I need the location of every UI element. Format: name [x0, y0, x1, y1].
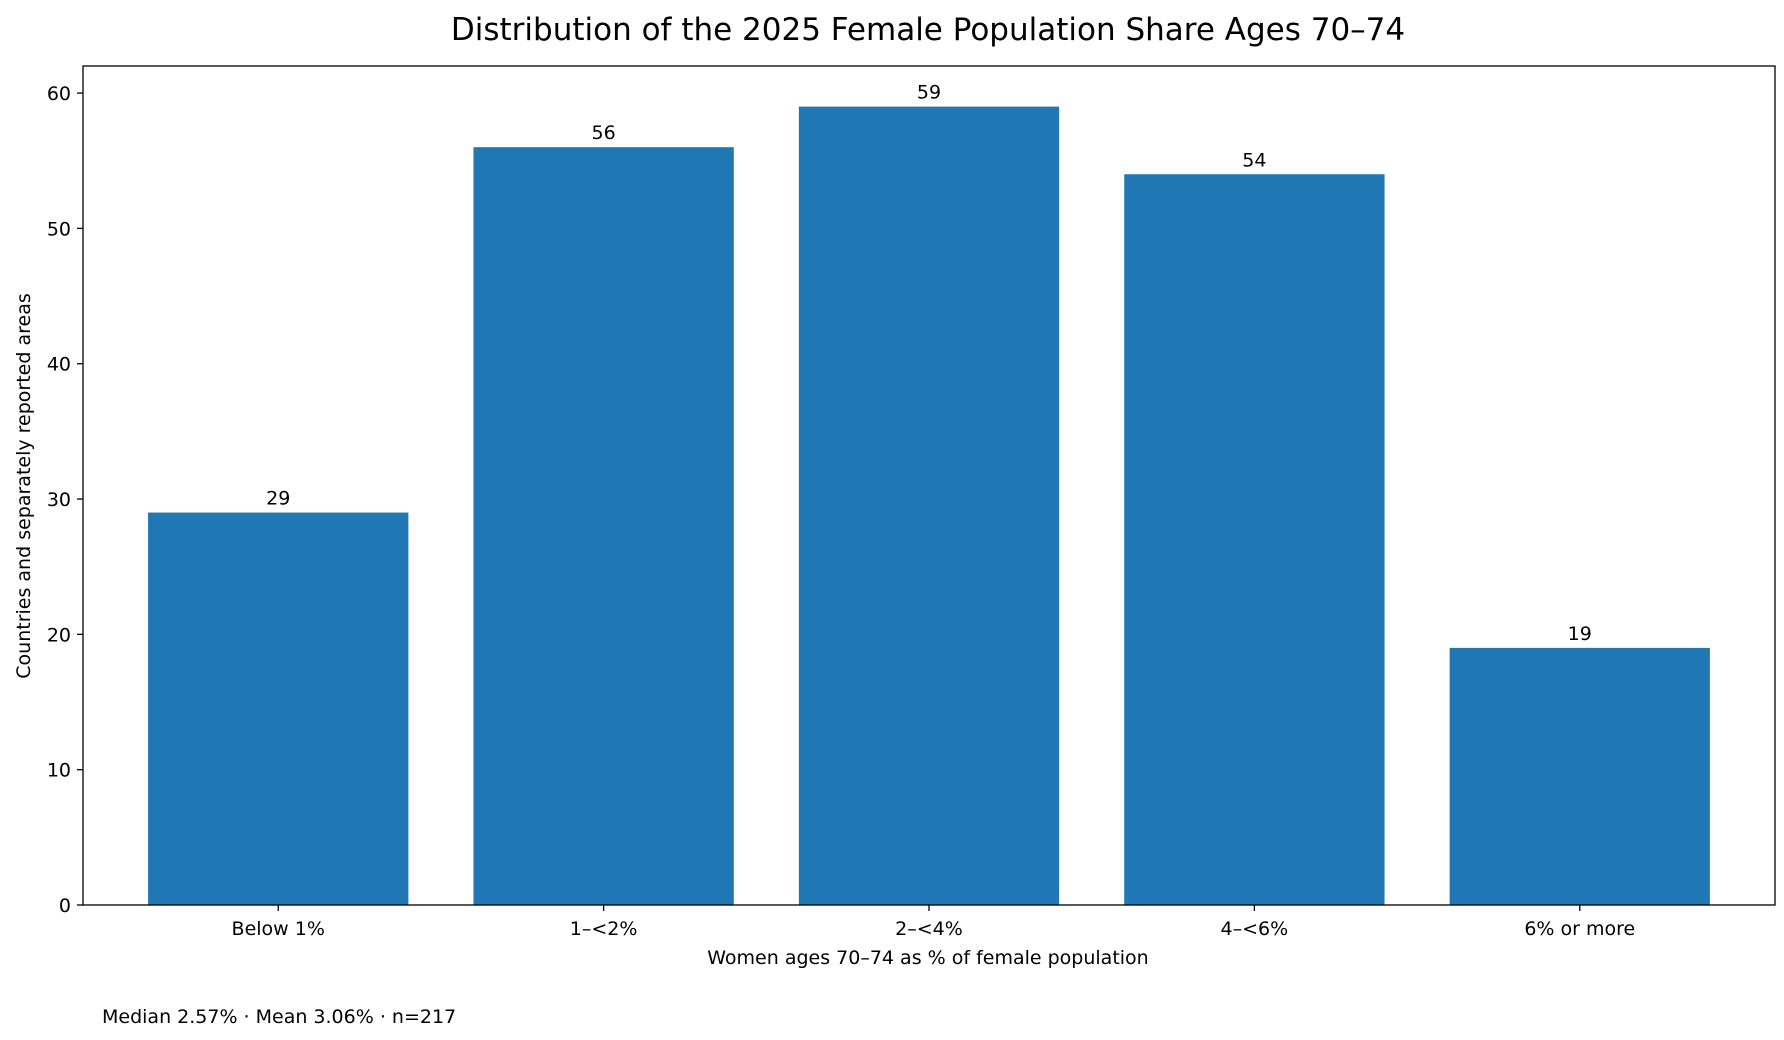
x-tick-label-3: 4–<6%	[1221, 918, 1289, 940]
data-labels-group: 29 56 59 54 19	[266, 82, 1592, 645]
y-tick-label-6: 60	[47, 83, 71, 105]
bar-3	[1124, 174, 1385, 906]
bar-value-label-0: 29	[266, 488, 290, 510]
x-tick-label-1: 1–<2%	[570, 918, 638, 940]
y-axis-label: Countries and separately reported areas	[13, 293, 35, 678]
x-axis-ticks: Below 1% 1–<2% 2–<4% 4–<6% 6% or more	[232, 905, 1635, 940]
x-tick-label-0: Below 1%	[232, 918, 325, 940]
bar-4	[1449, 647, 1710, 905]
y-tick-label-4: 40	[47, 354, 71, 376]
x-tick-label-2: 2–<4%	[895, 918, 963, 940]
x-axis-label: Women ages 70–74 as % of female populati…	[707, 947, 1148, 969]
summary-annotation: Median 2.57% · Mean 3.06% · n=217	[102, 1006, 456, 1028]
bar-1	[473, 147, 734, 905]
bar-2	[798, 106, 1060, 905]
y-tick-label-0: 0	[59, 895, 71, 917]
bar-value-label-3: 54	[1242, 149, 1266, 171]
chart-title: Distribution of the 2025 Female Populati…	[451, 12, 1405, 48]
bar-value-label-2: 59	[917, 82, 941, 104]
y-tick-label-5: 50	[47, 218, 71, 240]
y-tick-label-3: 30	[47, 489, 71, 511]
bars-group	[148, 106, 1710, 906]
bar-value-label-1: 56	[592, 122, 616, 144]
plot-area-frame	[82, 65, 1776, 906]
y-axis-ticks: 0 10 20 30 40 50 60	[47, 83, 83, 917]
bar-0	[148, 512, 409, 905]
bar-value-label-4: 19	[1568, 623, 1592, 645]
x-tick-label-4: 6% or more	[1524, 918, 1635, 940]
y-tick-label-2: 20	[47, 624, 71, 646]
y-tick-label-1: 10	[47, 760, 71, 782]
